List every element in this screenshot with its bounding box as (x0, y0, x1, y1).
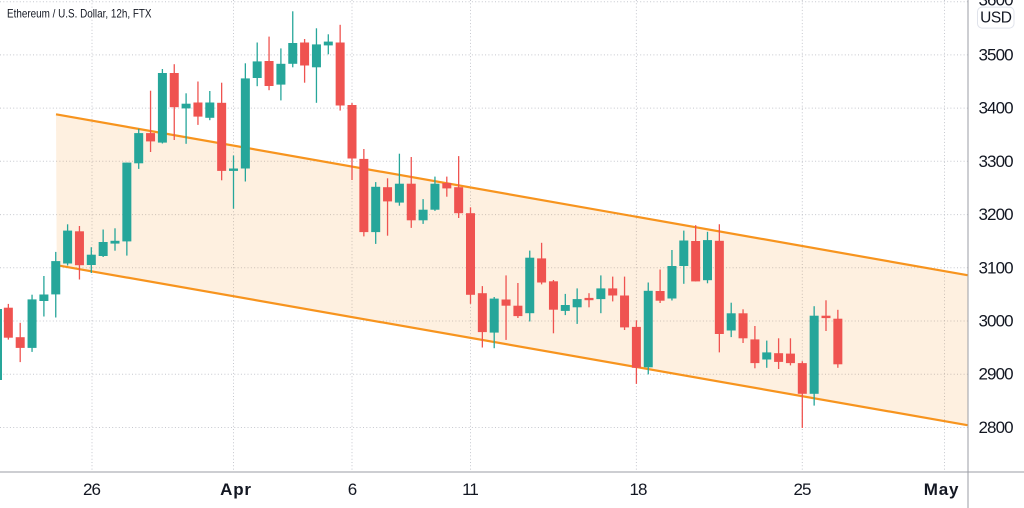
svg-text:3500: 3500 (979, 45, 1014, 64)
svg-text:USD: USD (980, 9, 1012, 26)
svg-text:May: May (924, 480, 959, 499)
svg-text:2900: 2900 (979, 365, 1014, 384)
svg-text:6: 6 (348, 480, 357, 499)
svg-text:3000: 3000 (979, 312, 1014, 331)
svg-text:Apr: Apr (220, 480, 252, 499)
svg-text:25: 25 (793, 480, 811, 499)
svg-text:3600: 3600 (979, 0, 1014, 10)
svg-text:3100: 3100 (979, 258, 1014, 277)
svg-text:2800: 2800 (979, 418, 1014, 437)
svg-text:3200: 3200 (979, 205, 1014, 224)
svg-text:26: 26 (83, 480, 101, 499)
svg-text:18: 18 (629, 480, 647, 499)
svg-text:3400: 3400 (979, 99, 1014, 118)
svg-text:Ethereum / U.S. Dollar, 12h, F: Ethereum / U.S. Dollar, 12h, FTX (7, 6, 152, 20)
svg-text:11: 11 (462, 480, 478, 499)
svg-text:3300: 3300 (979, 152, 1014, 171)
